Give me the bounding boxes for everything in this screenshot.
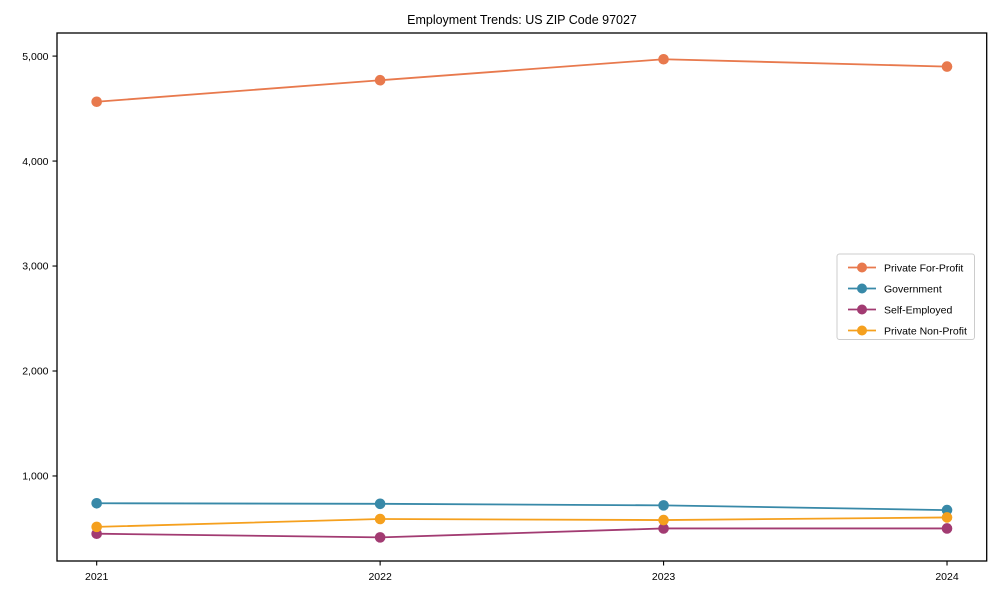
y-tick-label: 5,000 (22, 51, 48, 63)
series-point-private-non-profit (91, 521, 102, 533)
x-tick-label: 2023 (652, 571, 676, 583)
chart-title: Employment Trends: US ZIP Code 97027 (407, 13, 637, 27)
series-point-private-non-profit (658, 514, 669, 526)
plot-frame (56, 32, 988, 562)
series-point-government (941, 504, 953, 516)
series-point-private-non-profit (374, 513, 386, 525)
legend-label-private-for-profit: Private For-Profit (884, 262, 963, 274)
series-line-private-for-profit (96, 58, 948, 103)
series-point-government (374, 498, 386, 510)
series-point-private-for-profit (658, 53, 669, 65)
x-tick-label: 2024 (935, 571, 959, 583)
legend-label-private-non-profit: Private Non-Profit (884, 325, 967, 337)
series-point-private-for-profit (941, 61, 953, 72)
series-point-self-employed (941, 523, 953, 534)
series-line-self-employed (96, 527, 948, 539)
y-tick-label: 4,000 (22, 156, 48, 168)
legend-box (836, 253, 975, 340)
series-point-government (658, 500, 669, 511)
series-line-private-non-profit (96, 516, 948, 528)
series-point-government (91, 497, 102, 509)
x-tick-label: 2021 (85, 571, 109, 583)
series-point-private-for-profit (374, 74, 386, 86)
legend-label-self-employed: Self-Employed (884, 304, 952, 316)
legend-marker-government (857, 283, 867, 294)
legend-marker-self-employed (857, 304, 867, 315)
y-tick-label: 1,000 (22, 471, 48, 483)
y-tick-label: 2,000 (22, 366, 48, 378)
series-point-self-employed (658, 523, 669, 534)
series-point-self-employed (374, 532, 386, 543)
series-line-government (96, 502, 948, 511)
plot-area: 1,000 2,000 3,000 4,000 5,000 2021 2022 2023 202… (22, 32, 988, 583)
legend-label-government: Government (884, 283, 942, 295)
legend-marker-private-for-profit (857, 262, 867, 273)
series-point-private-non-profit (941, 512, 953, 523)
y-tick-label: 3,000 (22, 261, 48, 273)
series-point-private-for-profit (91, 96, 102, 108)
x-tick-label: 2022 (368, 571, 392, 583)
legend-marker-private-non-profit (857, 325, 867, 336)
